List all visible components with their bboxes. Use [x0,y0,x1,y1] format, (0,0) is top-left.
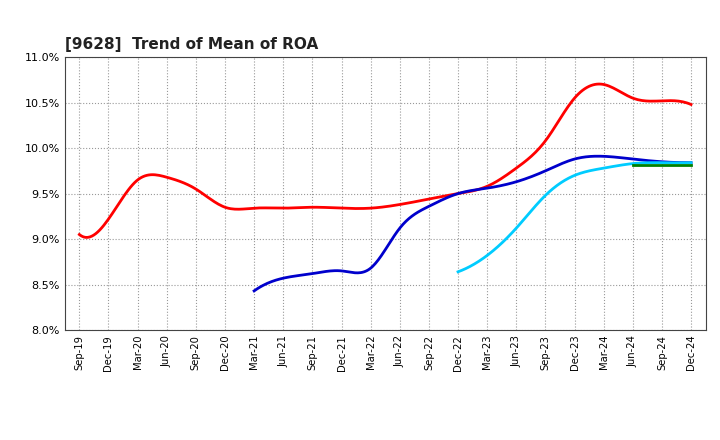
Line: 7 Years: 7 Years [458,163,691,272]
5 Years [647,158,656,164]
7 Years [650,160,659,165]
3 Years [593,81,601,87]
5 Years [508,180,517,185]
7 Years [666,160,675,165]
5 Years [510,180,518,185]
7 Years [454,269,462,275]
3 Years [84,235,92,240]
3 Years [441,193,450,198]
5 Years [517,177,526,183]
3 Years [77,233,86,238]
3 Years [634,97,642,103]
3 Years [451,191,460,197]
3 Years [595,81,603,87]
3 Years [439,194,448,199]
7 Years [687,160,696,165]
3 Years [687,102,696,107]
10 Years [629,162,637,167]
10 Years [657,162,666,167]
Text: [9628]  Trend of Mean of ROA: [9628] Trend of Mean of ROA [65,37,318,52]
7 Years [593,167,601,172]
5 Years [687,160,696,165]
Line: 3 Years: 3 Years [79,84,691,238]
7 Years [596,166,605,171]
3 Years [75,232,84,237]
7 Years [651,160,660,165]
7 Years [592,167,600,172]
5 Years [619,155,628,161]
5 Years [250,288,258,293]
10 Years [687,162,696,167]
5 Years [593,154,602,159]
Line: 5 Years: 5 Years [254,156,691,291]
5 Years [251,287,260,293]
7 Years [454,269,463,274]
